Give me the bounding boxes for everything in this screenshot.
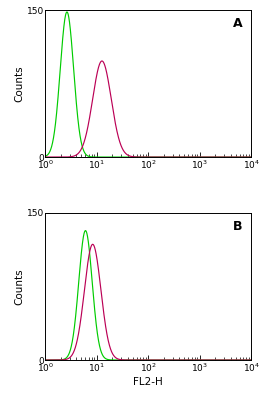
X-axis label: FL2-H: FL2-H [133,376,163,386]
Y-axis label: Counts: Counts [14,65,24,102]
Text: B: B [233,220,242,233]
Y-axis label: Counts: Counts [14,268,24,305]
Text: A: A [233,17,242,30]
